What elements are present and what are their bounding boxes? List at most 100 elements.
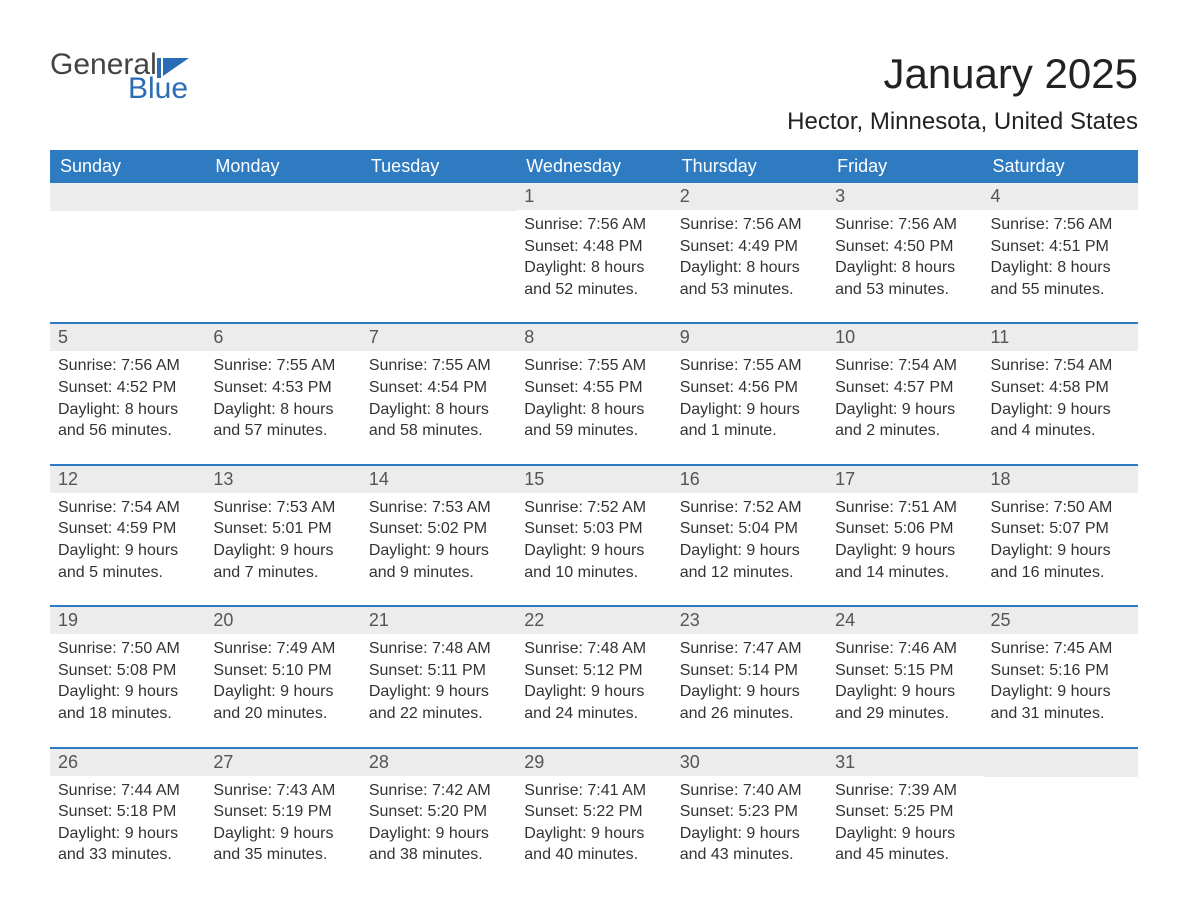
day-number-empty bbox=[50, 183, 205, 211]
daylight-text: Daylight: 9 hours and 22 minutes. bbox=[369, 681, 508, 724]
week-row: 5Sunrise: 7:56 AMSunset: 4:52 PMDaylight… bbox=[50, 322, 1138, 449]
sunset-text: Sunset: 4:54 PM bbox=[369, 377, 508, 399]
day-number: 18 bbox=[983, 466, 1138, 493]
day-cell: 19Sunrise: 7:50 AMSunset: 5:08 PMDayligh… bbox=[50, 607, 205, 732]
day-cell: 23Sunrise: 7:47 AMSunset: 5:14 PMDayligh… bbox=[672, 607, 827, 732]
day-header: Saturday bbox=[983, 150, 1138, 183]
daylight-text: Daylight: 8 hours and 52 minutes. bbox=[524, 257, 663, 300]
sunset-text: Sunset: 5:12 PM bbox=[524, 660, 663, 682]
sunrise-text: Sunrise: 7:51 AM bbox=[835, 497, 974, 519]
daylight-text: Daylight: 9 hours and 29 minutes. bbox=[835, 681, 974, 724]
sunset-text: Sunset: 5:03 PM bbox=[524, 518, 663, 540]
day-number: 20 bbox=[205, 607, 360, 634]
day-body: Sunrise: 7:48 AMSunset: 5:12 PMDaylight:… bbox=[516, 634, 671, 732]
day-body: Sunrise: 7:39 AMSunset: 5:25 PMDaylight:… bbox=[827, 776, 982, 874]
sunset-text: Sunset: 4:48 PM bbox=[524, 236, 663, 258]
day-cell: 17Sunrise: 7:51 AMSunset: 5:06 PMDayligh… bbox=[827, 466, 982, 591]
day-body: Sunrise: 7:56 AMSunset: 4:49 PMDaylight:… bbox=[672, 210, 827, 308]
day-body: Sunrise: 7:52 AMSunset: 5:03 PMDaylight:… bbox=[516, 493, 671, 591]
daylight-text: Daylight: 8 hours and 56 minutes. bbox=[58, 399, 197, 442]
day-body: Sunrise: 7:40 AMSunset: 5:23 PMDaylight:… bbox=[672, 776, 827, 874]
day-cell: 22Sunrise: 7:48 AMSunset: 5:12 PMDayligh… bbox=[516, 607, 671, 732]
day-number: 24 bbox=[827, 607, 982, 634]
day-cell: 9Sunrise: 7:55 AMSunset: 4:56 PMDaylight… bbox=[672, 324, 827, 449]
sunrise-text: Sunrise: 7:43 AM bbox=[213, 780, 352, 802]
sunrise-text: Sunrise: 7:56 AM bbox=[524, 214, 663, 236]
day-number: 4 bbox=[983, 183, 1138, 210]
sunrise-text: Sunrise: 7:52 AM bbox=[524, 497, 663, 519]
daylight-text: Daylight: 9 hours and 2 minutes. bbox=[835, 399, 974, 442]
sunrise-text: Sunrise: 7:41 AM bbox=[524, 780, 663, 802]
sunset-text: Sunset: 5:18 PM bbox=[58, 801, 197, 823]
day-cell bbox=[361, 183, 516, 308]
sunrise-text: Sunrise: 7:50 AM bbox=[991, 497, 1130, 519]
day-number-empty bbox=[983, 749, 1138, 777]
sunrise-text: Sunrise: 7:45 AM bbox=[991, 638, 1130, 660]
day-cell: 28Sunrise: 7:42 AMSunset: 5:20 PMDayligh… bbox=[361, 749, 516, 874]
day-body: Sunrise: 7:55 AMSunset: 4:54 PMDaylight:… bbox=[361, 351, 516, 449]
daylight-text: Daylight: 9 hours and 40 minutes. bbox=[524, 823, 663, 866]
day-body: Sunrise: 7:55 AMSunset: 4:55 PMDaylight:… bbox=[516, 351, 671, 449]
sunrise-text: Sunrise: 7:46 AM bbox=[835, 638, 974, 660]
sunset-text: Sunset: 5:10 PM bbox=[213, 660, 352, 682]
sunrise-text: Sunrise: 7:53 AM bbox=[369, 497, 508, 519]
day-number: 19 bbox=[50, 607, 205, 634]
daylight-text: Daylight: 9 hours and 5 minutes. bbox=[58, 540, 197, 583]
day-body: Sunrise: 7:55 AMSunset: 4:56 PMDaylight:… bbox=[672, 351, 827, 449]
sunset-text: Sunset: 5:06 PM bbox=[835, 518, 974, 540]
day-body: Sunrise: 7:50 AMSunset: 5:07 PMDaylight:… bbox=[983, 493, 1138, 591]
week-row: 26Sunrise: 7:44 AMSunset: 5:18 PMDayligh… bbox=[50, 747, 1138, 874]
sunset-text: Sunset: 5:25 PM bbox=[835, 801, 974, 823]
day-cell: 31Sunrise: 7:39 AMSunset: 5:25 PMDayligh… bbox=[827, 749, 982, 874]
day-body: Sunrise: 7:53 AMSunset: 5:01 PMDaylight:… bbox=[205, 493, 360, 591]
sunset-text: Sunset: 5:23 PM bbox=[680, 801, 819, 823]
day-number-empty bbox=[205, 183, 360, 211]
day-cell: 30Sunrise: 7:40 AMSunset: 5:23 PMDayligh… bbox=[672, 749, 827, 874]
sunset-text: Sunset: 5:14 PM bbox=[680, 660, 819, 682]
day-body: Sunrise: 7:55 AMSunset: 4:53 PMDaylight:… bbox=[205, 351, 360, 449]
day-cell: 26 Sunrise: 7:44 AMSunset: 5:18 PMDayligh… bbox=[50, 749, 205, 874]
day-header: Friday bbox=[827, 150, 982, 183]
day-number: 3 bbox=[827, 183, 982, 210]
day-body: Sunrise: 7:56 AMSunset: 4:50 PMDaylight:… bbox=[827, 210, 982, 308]
day-header: Wednesday bbox=[516, 150, 671, 183]
day-cell: 11Sunrise: 7:54 AMSunset: 4:58 PMDayligh… bbox=[983, 324, 1138, 449]
day-cell: 14Sunrise: 7:53 AMSunset: 5:02 PMDayligh… bbox=[361, 466, 516, 591]
sunset-text: Sunset: 5:16 PM bbox=[991, 660, 1130, 682]
day-cell: 8Sunrise: 7:55 AMSunset: 4:55 PMDaylight… bbox=[516, 324, 671, 449]
sunset-text: Sunset: 4:57 PM bbox=[835, 377, 974, 399]
daylight-text: Daylight: 8 hours and 55 minutes. bbox=[991, 257, 1130, 300]
day-cell: 6Sunrise: 7:55 AMSunset: 4:53 PMDaylight… bbox=[205, 324, 360, 449]
day-header: Tuesday bbox=[361, 150, 516, 183]
daylight-text: Daylight: 8 hours and 58 minutes. bbox=[369, 399, 508, 442]
day-cell: 18Sunrise: 7:50 AMSunset: 5:07 PMDayligh… bbox=[983, 466, 1138, 591]
day-number: 11 bbox=[983, 324, 1138, 351]
day-number: 16 bbox=[672, 466, 827, 493]
day-number: 2 bbox=[672, 183, 827, 210]
day-number: 26 bbox=[50, 749, 205, 776]
sunrise-text: Sunrise: 7:44 AM bbox=[58, 780, 197, 802]
daylight-text: Daylight: 9 hours and 24 minutes. bbox=[524, 681, 663, 724]
sunset-text: Sunset: 4:59 PM bbox=[58, 518, 197, 540]
day-body: Sunrise: 7:51 AMSunset: 5:06 PMDaylight:… bbox=[827, 493, 982, 591]
day-body: Sunrise: 7:41 AMSunset: 5:22 PMDaylight:… bbox=[516, 776, 671, 874]
daylight-text: Daylight: 8 hours and 53 minutes. bbox=[680, 257, 819, 300]
daylight-text: Daylight: 9 hours and 45 minutes. bbox=[835, 823, 974, 866]
day-cell: 7Sunrise: 7:55 AMSunset: 4:54 PMDaylight… bbox=[361, 324, 516, 449]
day-number: 14 bbox=[361, 466, 516, 493]
daylight-text: Daylight: 9 hours and 33 minutes. bbox=[58, 823, 197, 866]
day-number-empty bbox=[361, 183, 516, 211]
day-body: Sunrise: 7:56 AMSunset: 4:48 PMDaylight:… bbox=[516, 210, 671, 308]
day-number: 31 bbox=[827, 749, 982, 776]
day-number: 9 bbox=[672, 324, 827, 351]
day-body: Sunrise: 7:42 AMSunset: 5:20 PMDaylight:… bbox=[361, 776, 516, 874]
week-row: 1Sunrise: 7:56 AMSunset: 4:48 PMDaylight… bbox=[50, 183, 1138, 308]
daylight-text: Daylight: 9 hours and 12 minutes. bbox=[680, 540, 819, 583]
sunset-text: Sunset: 5:07 PM bbox=[991, 518, 1130, 540]
day-number: 8 bbox=[516, 324, 671, 351]
day-cell: 12Sunrise: 7:54 AMSunset: 4:59 PMDayligh… bbox=[50, 466, 205, 591]
day-body: Sunrise: 7:54 AMSunset: 4:59 PMDaylight:… bbox=[50, 493, 205, 591]
sunrise-text: Sunrise: 7:55 AM bbox=[213, 355, 352, 377]
daylight-text: Daylight: 9 hours and 4 minutes. bbox=[991, 399, 1130, 442]
month-title: January 2025 bbox=[787, 50, 1138, 98]
